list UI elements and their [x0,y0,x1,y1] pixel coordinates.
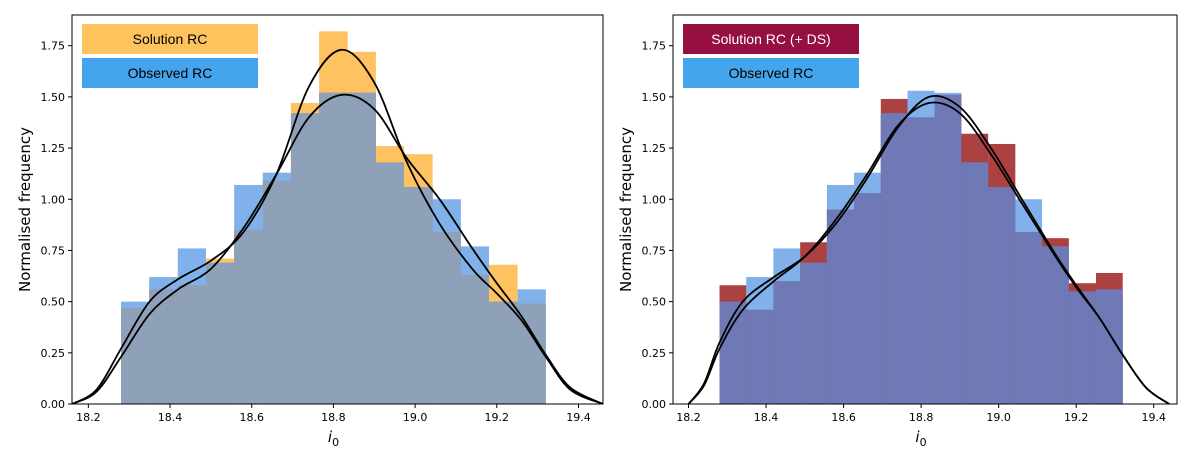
bar-overlap-4 [234,229,263,404]
bar-overlap-13 [489,301,518,404]
x-axis-label: i0 [915,428,926,449]
right-panel: 18.2 18.4 18.6 18.8 19.0 19.2 19.4 0.00 0.25 0.50… [617,14,1178,449]
bar-overlap-12 [460,275,490,404]
bar-overlap-3 [800,262,827,404]
bar-overlap-1 [149,289,178,404]
y-tick-label: 1.25 [642,142,667,155]
x-tick-label: 18.4 [158,411,183,424]
legend-box-0 [82,24,258,54]
x-tick-label: 18.2 [76,411,101,424]
bar-overlap-14 [1095,289,1123,404]
y-tick-label: 1.50 [41,91,66,104]
kde-curve-1 [72,93,603,404]
axes-frame [71,14,604,405]
x-tick-label: 18.8 [909,411,934,424]
x-tick-label: 18.8 [321,411,346,424]
y-axis-label: Normalised frequency [16,127,34,292]
y-tick-label: 0.25 [41,347,66,360]
y-tick-label: 1.00 [41,193,66,206]
bars [719,90,1123,404]
legend-label-0: Solution RC [133,31,208,47]
legend-label-0: Solution RC (+ DS) [711,31,830,47]
y-tick-label: 0.50 [41,296,66,309]
x-axis-label-main: i [328,428,333,446]
x-tick-label: 18.4 [754,411,779,424]
legend-box-1 [82,58,258,88]
bar-overlap-0 [719,301,747,404]
x-tick-label: 19.0 [403,411,428,424]
y-tick-label: 0.00 [41,398,66,411]
bar-overlap-9 [375,162,405,404]
axes-frame [672,14,1178,405]
kde-curve-0 [72,48,603,404]
bar-overlap-2 [177,285,206,404]
y-tick-label: 1.75 [41,40,66,53]
y-tick-label: 1.00 [642,193,667,206]
bar-overlap-11 [1015,232,1043,404]
bar-overlap-8 [934,94,962,404]
y-tick-label: 0.75 [41,244,66,257]
x-tick-label: 18.2 [676,411,701,424]
bar-overlap-11 [432,232,461,404]
x-axis-label-main: i [915,428,920,446]
x-tick-label: 18.6 [239,411,264,424]
y-tick-label: 1.75 [642,40,667,53]
bar-overlap-13 [1068,291,1096,404]
bar-overlap-5 [262,180,291,404]
x-axis-label-sub: 0 [332,436,339,449]
y-tick-label: 0.00 [642,398,667,411]
bar-overlap-5 [854,193,881,404]
bar-overlap-7 [319,92,348,404]
kde-curve-1 [687,101,1170,404]
x-tick-label: 19.2 [485,411,510,424]
x-tick-label: 18.6 [831,411,856,424]
bar-overlap-6 [880,113,908,404]
x-tick-label: 19.4 [1141,411,1166,424]
bar-overlap-6 [290,113,320,404]
bar-overlap-10 [404,186,433,404]
bar-overlap-1 [746,309,774,404]
x-tick-label: 19.2 [1064,411,1089,424]
x-tick-label: 19.4 [566,411,591,424]
bar-overlap-9 [961,162,989,404]
bar-overlap-3 [205,262,235,404]
y-tick-label: 0.50 [642,296,667,309]
y-tick-label: 0.25 [642,347,667,360]
y-tick-label: 0.75 [642,244,667,257]
bar-overlap-0 [121,307,150,404]
legend-label-1: Observed RC [128,65,213,81]
y-axis-label: Normalised frequency [617,127,635,292]
legend-box-0 [683,24,859,54]
left-panel: 18.2 18.4 18.6 18.8 19.0 19.2 19.4 0.00 0.25 0.50… [16,14,604,449]
bar-overlap-2 [773,281,801,404]
bar-overlap-4 [826,209,855,404]
x-axis-label-sub: 0 [920,436,927,449]
bar-overlap-8 [347,92,376,404]
y-tick-label: 1.50 [642,91,667,104]
legend-box-1 [683,58,859,88]
legend-label-1: Observed RC [729,65,814,81]
x-axis-label: i0 [328,428,339,449]
bar-overlap-10 [988,186,1016,404]
bar-overlap-14 [517,303,546,404]
bar-overlap-12 [1042,246,1069,404]
x-tick-label: 19.0 [986,411,1011,424]
bar-overlap-7 [907,117,935,404]
y-tick-label: 1.25 [41,142,66,155]
